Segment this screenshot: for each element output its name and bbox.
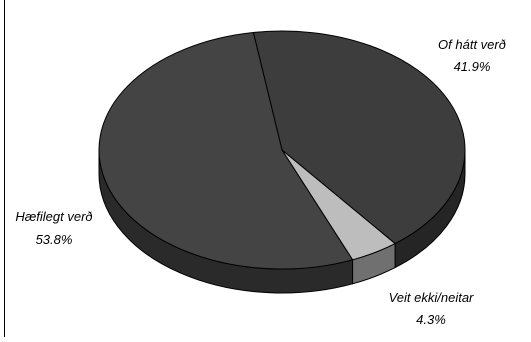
label-of-hatt-verd: Of hátt verð — [438, 37, 506, 52]
value-of-hatt-verd: 41.9% — [454, 59, 491, 74]
slice-haefilegt-verd — [98, 31, 354, 270]
label-veit-ekki: Veit ekki/neitar — [389, 290, 474, 305]
slice-of-hatt-verd — [252, 30, 466, 245]
value-haefilegt-verd: 53.8% — [36, 232, 73, 247]
pie-labels: Of hátt verð 41.9% Veit ekki/neitar 4.3%… — [15, 37, 506, 327]
label-haefilegt-verd: Hæfilegt verð — [15, 209, 92, 224]
pie-tops — [98, 30, 466, 270]
value-veit-ekki: 4.3% — [416, 312, 446, 327]
